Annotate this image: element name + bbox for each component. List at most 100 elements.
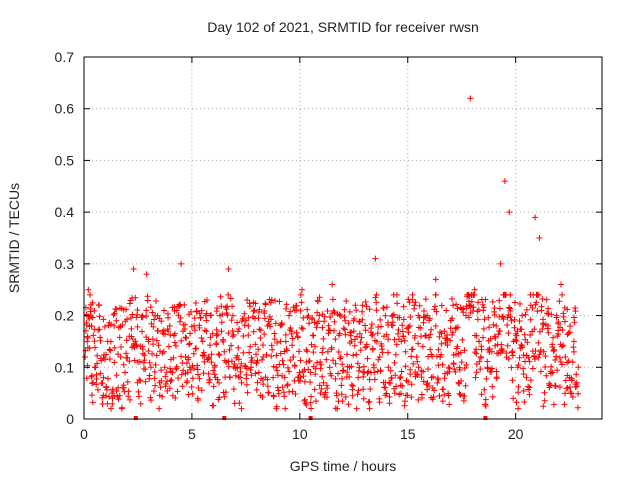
- data-point: [150, 316, 157, 323]
- data-point: [290, 304, 297, 311]
- data-point: [370, 364, 377, 371]
- data-point: [219, 311, 226, 318]
- data-point: [106, 346, 113, 353]
- data-point: [153, 352, 160, 359]
- data-point: [386, 393, 393, 400]
- data-point: [339, 368, 346, 375]
- data-point: [474, 316, 481, 323]
- data-point: [304, 306, 311, 313]
- data-point: [244, 297, 251, 304]
- data-point: [89, 372, 96, 379]
- data-point: [523, 306, 530, 313]
- data-point: [564, 306, 571, 313]
- data-point: [206, 379, 213, 386]
- data-point: [573, 371, 580, 378]
- data-point: [263, 351, 270, 358]
- data-point: [135, 388, 142, 395]
- data-point: [316, 294, 323, 301]
- data-point: [389, 312, 396, 319]
- data-point: [348, 381, 355, 388]
- data-point: [337, 312, 344, 319]
- data-point: [267, 323, 274, 330]
- data-point: [394, 300, 401, 307]
- data-point: [283, 347, 290, 354]
- data-point: [249, 357, 256, 364]
- data-point: [500, 316, 507, 323]
- data-point: [245, 314, 252, 321]
- data-point: [539, 296, 546, 303]
- data-point: [327, 370, 334, 377]
- data-point: [131, 357, 138, 364]
- data-point: [336, 355, 343, 362]
- data-point: [192, 345, 199, 352]
- data-point: [282, 338, 289, 345]
- data-point: [99, 394, 106, 401]
- data-point: [91, 326, 98, 333]
- data-point: [214, 305, 221, 312]
- data-point: [227, 374, 234, 381]
- y-tick-label: 0.7: [55, 49, 75, 65]
- data-point: [496, 305, 503, 312]
- data-point: [411, 334, 418, 341]
- data-point: [463, 361, 470, 368]
- data-point: [352, 336, 359, 343]
- data-point: [439, 361, 446, 368]
- data-point: [187, 330, 194, 337]
- data-point: [369, 331, 376, 338]
- data-point: [355, 367, 362, 374]
- data-point: [397, 382, 404, 389]
- data-point: [104, 375, 111, 382]
- data-point: [427, 331, 434, 338]
- data-point: [133, 314, 140, 321]
- data-point: [306, 320, 313, 327]
- data-point: [126, 396, 133, 403]
- data-point: [382, 384, 389, 391]
- data-point: [198, 307, 205, 314]
- data-point: [213, 341, 220, 348]
- data-point: [561, 318, 568, 325]
- data-point: [182, 353, 189, 360]
- data-point: [477, 366, 484, 373]
- data-point: [570, 344, 577, 351]
- data-point: [177, 314, 184, 321]
- data-point: [543, 296, 550, 303]
- data-point: [274, 367, 281, 374]
- data-point: [246, 349, 253, 356]
- data-point: [481, 386, 488, 393]
- data-point: [247, 366, 254, 373]
- data-point: [203, 317, 210, 324]
- data-point: [444, 341, 451, 348]
- data-point: [420, 319, 427, 326]
- data-point: [391, 390, 398, 397]
- data-point: [241, 322, 248, 329]
- data-point: [557, 324, 564, 331]
- data-point: [217, 293, 224, 300]
- data-point: [265, 389, 272, 396]
- data-point: [404, 325, 411, 332]
- data-point: [225, 330, 232, 337]
- data-point: [103, 393, 110, 400]
- data-point: [415, 396, 422, 403]
- data-point: [422, 332, 429, 339]
- data-point: [226, 346, 233, 353]
- data-point: [90, 379, 97, 386]
- data-point: [536, 235, 543, 241]
- data-point: [348, 363, 355, 370]
- data-point: [488, 368, 495, 375]
- data-point: [400, 316, 407, 323]
- data-point: [193, 308, 200, 315]
- data-point: [387, 367, 394, 374]
- data-point: [229, 312, 236, 319]
- data-point: [278, 319, 285, 326]
- data-point: [320, 379, 327, 386]
- data-point: [221, 393, 228, 400]
- data-point: [96, 313, 103, 320]
- data-point: [205, 370, 212, 377]
- tick-labels: 0 0.1 0.2 0.3 0.4 0.5 0.6 0.7 0 5 10 15 20: [55, 49, 524, 442]
- axis-ticks: [83, 56, 602, 420]
- data-point: [570, 338, 577, 345]
- data-point: [522, 311, 529, 318]
- data-point: [228, 342, 235, 349]
- data-point: [418, 374, 425, 381]
